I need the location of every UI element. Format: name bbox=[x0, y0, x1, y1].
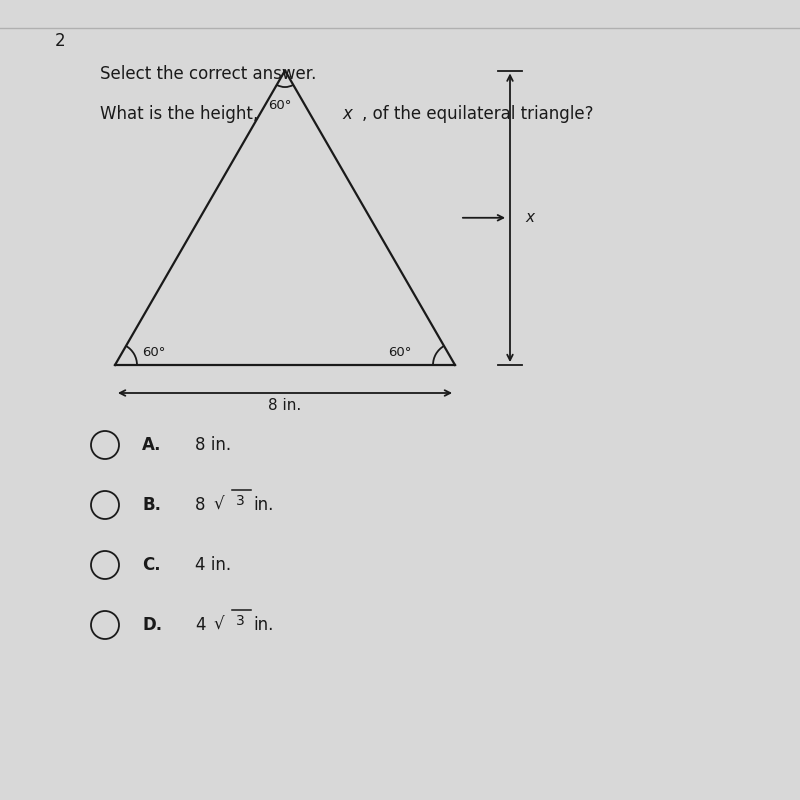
Text: 4 in.: 4 in. bbox=[195, 556, 231, 574]
Text: √: √ bbox=[214, 616, 225, 634]
Text: in.: in. bbox=[253, 496, 274, 514]
Text: , of the equilateral triangle?: , of the equilateral triangle? bbox=[362, 105, 594, 123]
Text: 2: 2 bbox=[55, 32, 66, 50]
Text: x: x bbox=[525, 210, 534, 226]
Text: 60°: 60° bbox=[268, 98, 291, 111]
Text: in.: in. bbox=[253, 616, 274, 634]
Text: x: x bbox=[342, 105, 352, 123]
Text: 8 in.: 8 in. bbox=[268, 398, 302, 413]
Text: √: √ bbox=[214, 496, 225, 514]
Text: 8 in.: 8 in. bbox=[195, 436, 231, 454]
Text: A.: A. bbox=[142, 436, 162, 454]
Text: 4: 4 bbox=[195, 616, 206, 634]
Text: Select the correct answer.: Select the correct answer. bbox=[100, 65, 316, 83]
Text: What is the height,: What is the height, bbox=[100, 105, 263, 123]
Text: B.: B. bbox=[142, 496, 161, 514]
Text: 3: 3 bbox=[236, 614, 245, 628]
Text: 8: 8 bbox=[195, 496, 206, 514]
Text: 3: 3 bbox=[236, 494, 245, 508]
Text: 60°: 60° bbox=[388, 346, 411, 359]
Text: D.: D. bbox=[142, 616, 162, 634]
Text: C.: C. bbox=[142, 556, 161, 574]
Text: 60°: 60° bbox=[142, 346, 166, 359]
